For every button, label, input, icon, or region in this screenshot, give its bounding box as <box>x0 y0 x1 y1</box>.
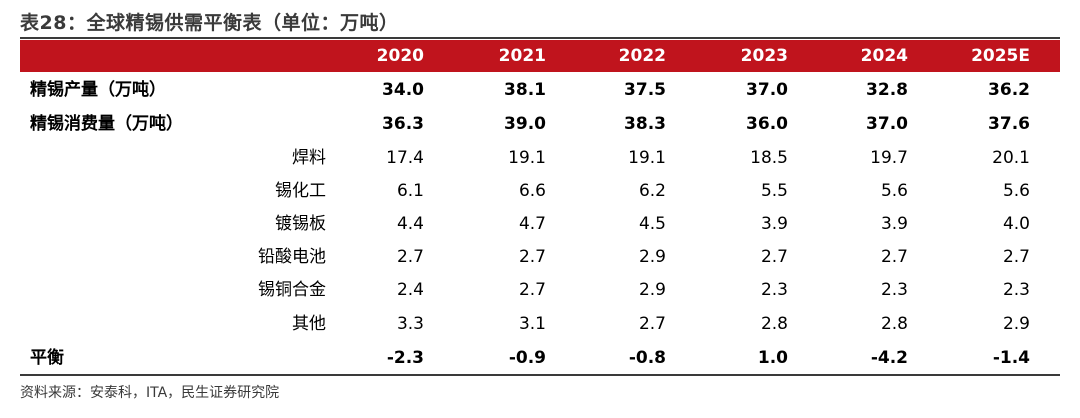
table-cell: 34.0 <box>382 80 424 100</box>
column-header-2022: 2022 <box>618 46 666 66</box>
table-cell: -1.4 <box>992 348 1030 368</box>
table-row-other: 其他 3.3 3.1 2.7 2.8 2.8 2.9 <box>20 308 1060 340</box>
table-cell: 3.3 <box>396 314 424 334</box>
table-header: 2020 2021 2022 2023 2024 2025E <box>20 40 1060 72</box>
bottom-rule <box>20 374 1060 376</box>
table-cell: 2.8 <box>880 314 908 334</box>
table-cell: 36.2 <box>988 80 1030 100</box>
table-cell: 17.4 <box>386 148 424 168</box>
table-cell: 5.5 <box>760 181 788 201</box>
row-label: 铅酸电池 <box>258 247 326 267</box>
table-cell: 1.0 <box>757 348 788 368</box>
table-cell: 37.5 <box>624 80 666 100</box>
table-cell: 2.9 <box>638 280 666 300</box>
table-cell: 2.7 <box>396 247 424 267</box>
table-cell: 6.2 <box>638 181 666 201</box>
table-cell: 6.1 <box>396 181 424 201</box>
row-label: 平衡 <box>30 348 64 368</box>
table-cell: 3.9 <box>880 214 908 234</box>
table-cell: 4.5 <box>638 214 666 234</box>
table-cell: 2.7 <box>880 247 908 267</box>
table-cell: 38.1 <box>504 80 546 100</box>
table-cell: 2.7 <box>518 247 546 267</box>
column-header-2021: 2021 <box>498 46 546 66</box>
table-row-production: 精锡产量（万吨） 34.0 38.1 37.5 37.0 32.8 36.2 <box>20 74 1060 106</box>
table-row-balance: 平衡 -2.3 -0.9 -0.8 1.0 -4.2 -1.4 <box>20 342 1060 374</box>
table-cell: 19.1 <box>628 148 666 168</box>
table-row-tin-chemicals: 锡化工 6.1 6.6 6.2 5.5 5.6 5.6 <box>20 175 1060 207</box>
table-cell: 2.4 <box>396 280 424 300</box>
table-cell: 18.5 <box>750 148 788 168</box>
row-label: 其他 <box>292 314 326 334</box>
table-cell: 3.1 <box>518 314 546 334</box>
table-cell: 2.7 <box>760 247 788 267</box>
row-label: 精锡产量（万吨） <box>30 80 166 100</box>
table-cell: 19.7 <box>870 148 908 168</box>
table-cell: 6.6 <box>518 181 546 201</box>
table-cell: 2.9 <box>1002 314 1030 334</box>
row-label: 焊料 <box>292 148 326 168</box>
table-row-tinplate: 镀锡板 4.4 4.7 4.5 3.9 3.9 4.0 <box>20 208 1060 240</box>
table-cell: -0.8 <box>628 348 666 368</box>
table-row-lead-acid-battery: 铅酸电池 2.7 2.7 2.9 2.7 2.7 2.7 <box>20 241 1060 273</box>
column-header-2024: 2024 <box>860 46 908 66</box>
column-header-2020: 2020 <box>376 46 424 66</box>
table-row-consumption: 精锡消费量（万吨） 36.3 39.0 38.3 36.0 37.0 37.6 <box>20 108 1060 140</box>
table-cell: 38.3 <box>624 114 666 134</box>
table-cell: -0.9 <box>508 348 546 368</box>
table-cell: 5.6 <box>880 181 908 201</box>
table-cell: 3.9 <box>760 214 788 234</box>
table-cell: 2.3 <box>1002 280 1030 300</box>
table-cell: 4.4 <box>396 214 424 234</box>
table-cell: 36.0 <box>746 114 788 134</box>
table-cell: 32.8 <box>866 80 908 100</box>
table-cell: 20.1 <box>992 148 1030 168</box>
table-cell: 39.0 <box>504 114 546 134</box>
table-cell: 37.0 <box>866 114 908 134</box>
table-cell: 5.6 <box>1002 181 1030 201</box>
table-cell: 4.0 <box>1002 214 1030 234</box>
table-cell: -4.2 <box>870 348 908 368</box>
table-row-solder: 焊料 17.4 19.1 19.1 18.5 19.7 20.1 <box>20 142 1060 174</box>
table-cell: 4.7 <box>518 214 546 234</box>
row-label: 锡化工 <box>275 181 326 201</box>
table-cell: 37.0 <box>746 80 788 100</box>
table-cell: 2.8 <box>760 314 788 334</box>
column-header-2023: 2023 <box>740 46 788 66</box>
source-note: 资料来源：安泰科，ITA，民生证券研究院 <box>20 385 280 401</box>
row-label: 镀锡板 <box>275 214 326 234</box>
column-header-2025e: 2025E <box>971 46 1030 66</box>
table-cell: -2.3 <box>386 348 424 368</box>
table-title: 表28：全球精锡供需平衡表（单位：万吨） <box>20 12 399 34</box>
table-cell: 37.6 <box>988 114 1030 134</box>
table-cell: 2.7 <box>518 280 546 300</box>
table-cell: 2.7 <box>1002 247 1030 267</box>
table-cell: 36.3 <box>382 114 424 134</box>
row-label: 精锡消费量（万吨） <box>30 114 183 134</box>
row-label: 锡铜合金 <box>258 280 326 300</box>
table-cell: 2.3 <box>880 280 908 300</box>
top-rule <box>20 37 1060 39</box>
table-cell: 19.1 <box>508 148 546 168</box>
table-cell: 2.7 <box>638 314 666 334</box>
table-cell: 2.9 <box>638 247 666 267</box>
table-row-tin-copper-alloy: 锡铜合金 2.4 2.7 2.9 2.3 2.3 2.3 <box>20 274 1060 306</box>
table-cell: 2.3 <box>760 280 788 300</box>
